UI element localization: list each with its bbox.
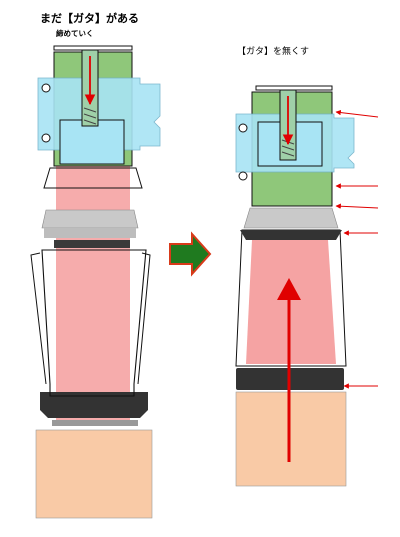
left-housing-outline-outer — [30, 252, 151, 385]
left-bolt-head — [53, 45, 133, 51]
left-subtitle: 締めていく — [56, 29, 94, 38]
right-gray-nut — [243, 207, 339, 229]
right-assembly — [235, 85, 379, 487]
left-assembly — [30, 45, 161, 519]
right-up-arrow-head — [277, 278, 301, 300]
left-bolt-thread — [83, 107, 97, 125]
pointer-1 — [335, 109, 379, 118]
left-hole-bottom — [41, 133, 51, 143]
right-title: 【ガタ】を無くす — [237, 47, 310, 57]
left-base-block — [35, 429, 153, 519]
transition-arrow — [169, 231, 212, 277]
right-hole-top — [238, 123, 248, 133]
left-lower-collar — [52, 420, 138, 426]
right-hole-bottom — [238, 171, 248, 181]
left-title: まだ【ガタ】がある — [40, 12, 139, 25]
right-pink-body — [246, 240, 336, 364]
pointer-3 — [335, 203, 379, 209]
right-bolt-head — [255, 85, 333, 91]
left-hole-top — [41, 83, 51, 93]
left-trapezoid-outline — [43, 167, 143, 189]
left-inner-pocket — [59, 119, 125, 165]
left-dark-ring — [54, 240, 130, 248]
left-pink-shaft — [56, 165, 130, 425]
left-gray-nut-lower — [44, 228, 136, 238]
left-housing-outline — [41, 249, 147, 397]
left-gray-nut — [41, 209, 139, 229]
right-base-block — [235, 391, 347, 487]
right-dark-ring — [240, 230, 342, 240]
left-lower-dark-band — [40, 392, 148, 418]
